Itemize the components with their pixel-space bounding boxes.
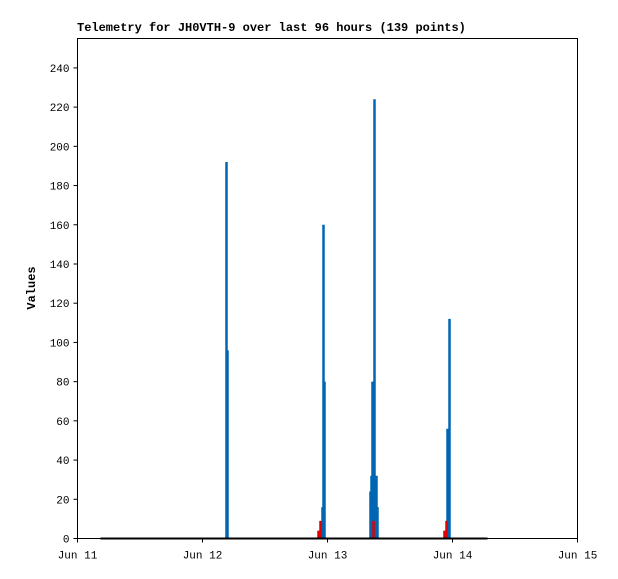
x-tick-label: Jun 14 bbox=[433, 551, 473, 563]
y-tick-label: 220 bbox=[50, 103, 70, 115]
y-tick-label: 40 bbox=[56, 456, 69, 468]
x-tick-label: Jun 12 bbox=[183, 551, 223, 563]
x-tick-label: Jun 13 bbox=[308, 551, 348, 563]
x-tick-label: Jun 15 bbox=[558, 551, 598, 563]
y-tick-label: 0 bbox=[63, 535, 70, 547]
y-tick-label: 80 bbox=[56, 378, 69, 390]
y-tick-label: 20 bbox=[56, 495, 69, 507]
chart-title: Telemetry for JH0VTH-9 over last 96 hour… bbox=[77, 21, 466, 35]
y-tick-label: 240 bbox=[50, 64, 70, 76]
y-tick-label: 100 bbox=[50, 338, 70, 350]
x-tick-label: Jun 11 bbox=[58, 551, 98, 563]
y-axis-label: Values bbox=[25, 266, 39, 309]
y-tick-label: 140 bbox=[50, 260, 70, 272]
y-tick-label: 180 bbox=[50, 182, 70, 194]
y-tick-label: 60 bbox=[56, 417, 69, 429]
y-tick-label: 160 bbox=[50, 221, 70, 233]
y-tick-label: 200 bbox=[50, 142, 70, 154]
y-tick-label: 120 bbox=[50, 299, 70, 311]
